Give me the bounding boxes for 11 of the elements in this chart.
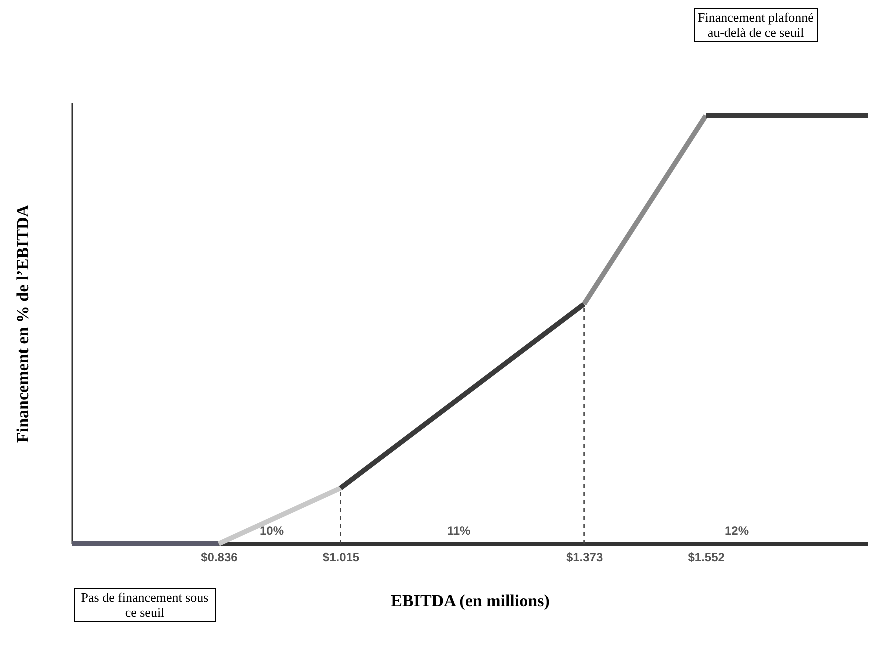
y-axis-title: Financement en % de l’EBITDA xyxy=(14,204,32,443)
annotation: 11% xyxy=(446,524,472,538)
annotation: 12% xyxy=(724,524,750,538)
text: Financement plafonné au-delà de ce seuil xyxy=(694,8,818,42)
text: Pas de financement sous ce seuil xyxy=(74,588,216,622)
x-axis-title: EBITDA (en millions) xyxy=(391,592,550,610)
annotation: 10% xyxy=(258,524,286,538)
x-tick-label: $1.015 xyxy=(322,550,360,564)
x-tick-label: $1.552 xyxy=(688,550,726,564)
x-tick-label: $0.836 xyxy=(201,550,238,564)
x-tick-label: $1.373 xyxy=(566,550,604,564)
